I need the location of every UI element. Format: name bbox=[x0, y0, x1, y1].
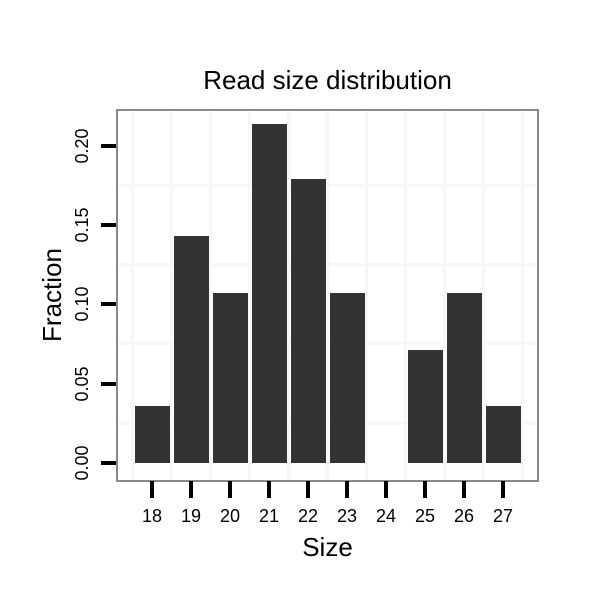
y-tick-label: 0.05 bbox=[72, 365, 92, 402]
bar-21 bbox=[251, 124, 287, 463]
y-tick-label: 0.00 bbox=[72, 445, 92, 481]
y-tick-label: 0.10 bbox=[72, 286, 92, 322]
bar-26 bbox=[446, 293, 482, 463]
gridline-vertical bbox=[248, 111, 251, 480]
x-tick bbox=[228, 481, 232, 498]
gridline-vertical bbox=[209, 111, 212, 480]
gridline-vertical bbox=[404, 111, 407, 480]
x-tick-label: 22 bbox=[297, 506, 319, 526]
bar-23 bbox=[329, 293, 365, 463]
x-tick-label: 21 bbox=[258, 506, 280, 526]
gridline-horizontal bbox=[118, 421, 537, 425]
x-tick-label: 18 bbox=[141, 506, 163, 526]
y-tick bbox=[101, 460, 116, 465]
gridline-vertical bbox=[326, 111, 329, 480]
gridline-vertical bbox=[365, 111, 368, 480]
gridline-vertical bbox=[131, 111, 134, 480]
y-tick-label: 0.15 bbox=[72, 207, 92, 243]
x-tick-label: 19 bbox=[180, 506, 202, 526]
bar-25 bbox=[407, 350, 443, 463]
x-tick bbox=[189, 481, 193, 498]
y-tick bbox=[101, 144, 116, 149]
gridline-horizontal bbox=[118, 263, 537, 267]
bar-19 bbox=[173, 236, 209, 463]
bar-22 bbox=[290, 179, 326, 463]
y-axis-label: Fraction bbox=[37, 248, 67, 342]
x-tick bbox=[345, 481, 349, 498]
x-tick-label: 20 bbox=[219, 506, 241, 526]
bar-18 bbox=[134, 405, 170, 463]
bar-20 bbox=[212, 293, 248, 463]
gridline-vertical bbox=[482, 111, 485, 480]
gridline-horizontal bbox=[118, 342, 537, 346]
gridline-horizontal bbox=[118, 184, 537, 188]
x-tick bbox=[306, 481, 310, 498]
x-tick bbox=[150, 481, 154, 498]
x-tick-label: 24 bbox=[375, 506, 397, 526]
gridline-vertical bbox=[287, 111, 290, 480]
y-tick bbox=[101, 223, 116, 228]
chart-title: Read size distribution bbox=[203, 65, 452, 95]
x-tick bbox=[462, 481, 466, 498]
plot-panel bbox=[116, 109, 539, 482]
x-tick-label: 25 bbox=[414, 506, 436, 526]
gridline-vertical bbox=[521, 111, 524, 480]
x-tick-label: 27 bbox=[492, 506, 514, 526]
x-axis-label: Size bbox=[302, 532, 353, 562]
y-tick bbox=[101, 302, 116, 307]
bar-27 bbox=[485, 405, 521, 463]
x-tick bbox=[423, 481, 427, 498]
x-tick bbox=[501, 481, 505, 498]
x-tick-label: 26 bbox=[453, 506, 475, 526]
gridline-vertical bbox=[443, 111, 446, 480]
x-tick bbox=[384, 481, 388, 498]
gridline-vertical bbox=[170, 111, 173, 480]
x-tick bbox=[267, 481, 271, 498]
y-tick-label: 0.20 bbox=[72, 128, 92, 164]
y-tick bbox=[101, 381, 116, 386]
x-tick-label: 23 bbox=[336, 506, 358, 526]
